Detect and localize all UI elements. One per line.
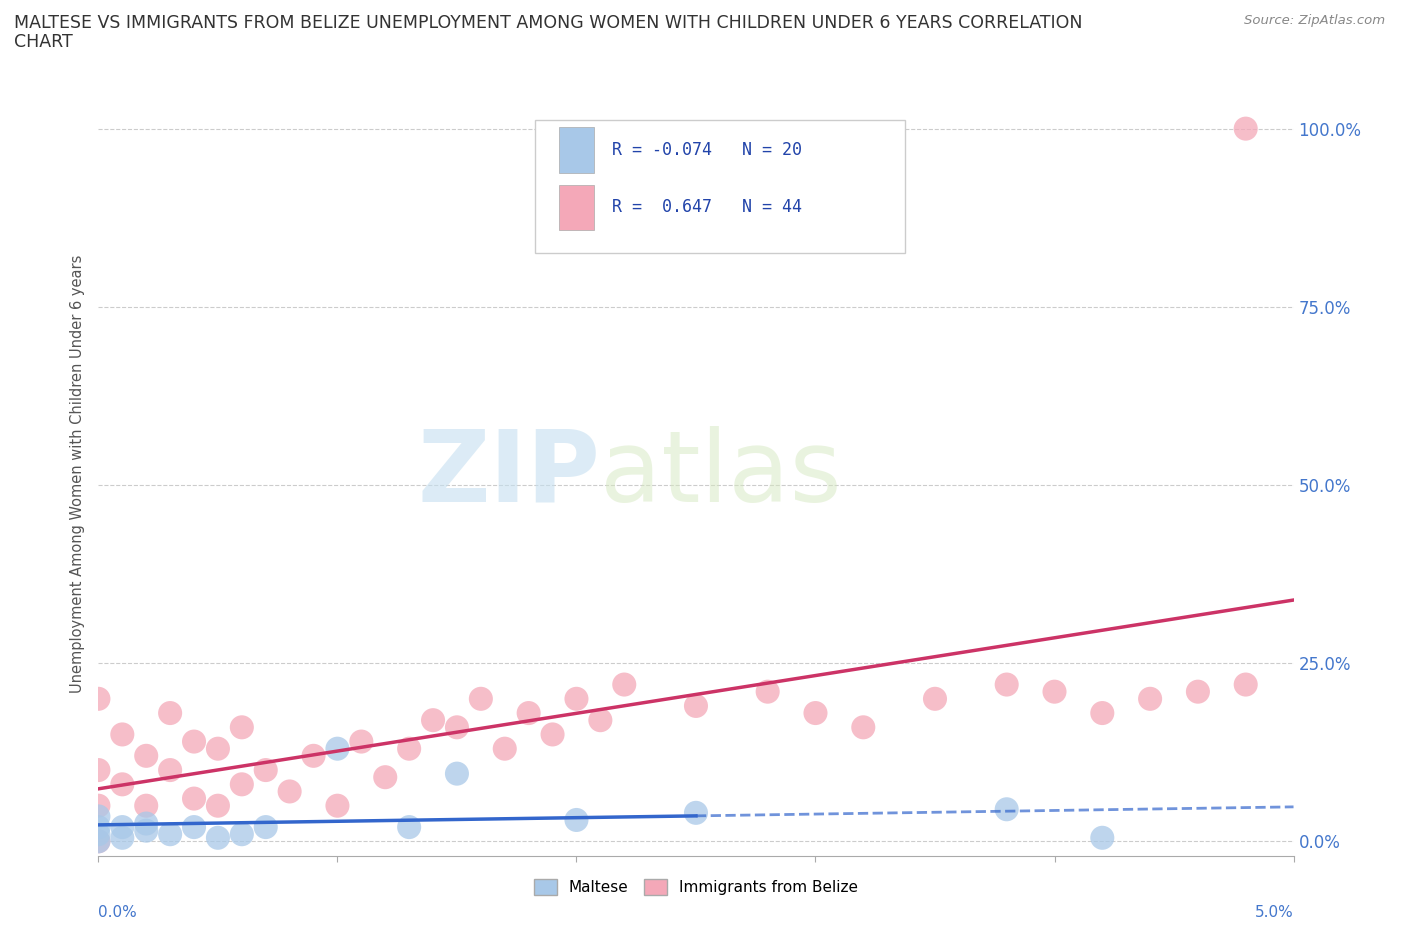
Point [1091,830,1114,845]
Point [87,834,110,849]
Point [995,802,1018,817]
Point [446,766,468,781]
Point [804,706,827,721]
Point [422,712,444,727]
Text: R =  0.647   N = 44: R = 0.647 N = 44 [613,198,803,217]
Point [87,763,110,777]
Point [924,691,946,706]
Point [231,827,253,842]
Point [1091,706,1114,721]
Point [326,741,349,756]
Point [135,823,157,838]
Point [135,749,157,764]
FancyBboxPatch shape [558,127,595,173]
Point [541,727,564,742]
Point [111,819,134,834]
Point [135,817,157,831]
Point [1043,684,1066,699]
Point [207,830,229,845]
Point [207,741,229,756]
Point [852,720,875,735]
Point [111,727,134,742]
Point [111,777,134,791]
Point [302,749,325,764]
Point [398,741,420,756]
Point [87,809,110,824]
Text: 5.0%: 5.0% [1254,905,1294,920]
Legend: Maltese, Immigrants from Belize: Maltese, Immigrants from Belize [527,873,865,901]
Text: Source: ZipAtlas.com: Source: ZipAtlas.com [1244,14,1385,27]
Point [87,834,110,849]
Point [231,777,253,791]
Point [1234,121,1257,136]
Point [111,830,134,845]
FancyBboxPatch shape [534,120,905,253]
Text: MALTESE VS IMMIGRANTS FROM BELIZE UNEMPLOYMENT AMONG WOMEN WITH CHILDREN UNDER 6: MALTESE VS IMMIGRANTS FROM BELIZE UNEMPL… [14,14,1083,32]
Point [231,720,253,735]
Text: 0.0%: 0.0% [98,905,138,920]
Text: R = -0.074   N = 20: R = -0.074 N = 20 [613,141,803,159]
Point [254,763,277,777]
Point [494,741,516,756]
Point [87,691,110,706]
Text: CHART: CHART [14,33,73,50]
Point [565,691,588,706]
Point [87,827,110,842]
Point [87,819,110,834]
Point [589,712,612,727]
Point [613,677,636,692]
Point [685,805,707,820]
Y-axis label: Unemployment Among Women with Children Under 6 years: Unemployment Among Women with Children U… [70,255,86,694]
Point [183,734,205,749]
Point [183,819,205,834]
Point [517,706,540,721]
Point [1234,677,1257,692]
Point [756,684,779,699]
Point [1187,684,1209,699]
Point [398,819,420,834]
Point [159,827,181,842]
Point [254,819,277,834]
Point [685,698,707,713]
Point [135,798,157,813]
Point [350,734,373,749]
Point [326,798,349,813]
Text: atlas: atlas [600,426,842,523]
Point [470,691,492,706]
Point [87,798,110,813]
Text: ZIP: ZIP [418,426,600,523]
Point [183,791,205,806]
Point [1139,691,1161,706]
Point [278,784,301,799]
Point [159,763,181,777]
Point [374,770,396,785]
Point [159,706,181,721]
Point [207,798,229,813]
Point [995,677,1018,692]
Point [446,720,468,735]
Point [565,813,588,828]
FancyBboxPatch shape [558,184,595,231]
